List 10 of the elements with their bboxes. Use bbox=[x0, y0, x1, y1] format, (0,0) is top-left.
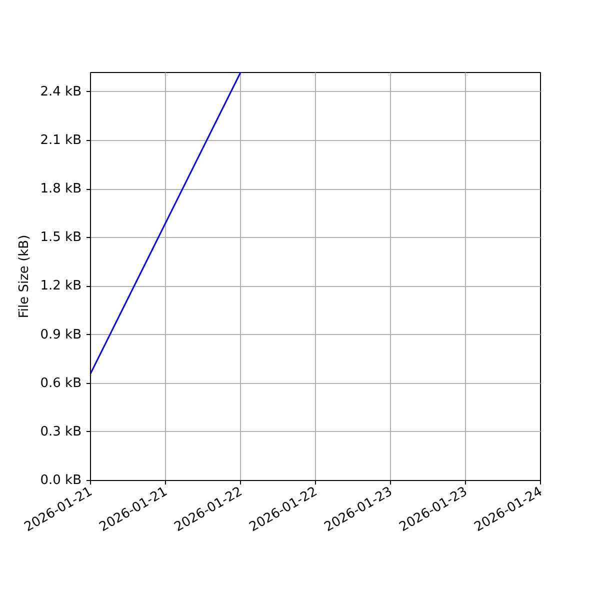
y-tick-label: 2.1 kB bbox=[40, 133, 82, 148]
y-tick-label: 0.0 kB bbox=[40, 473, 82, 488]
y-tick-label: 1.5 kB bbox=[40, 230, 82, 246]
y-tick-label: 1.2 kB bbox=[40, 278, 82, 294]
y-tick-label: 2.4 kB bbox=[40, 84, 82, 100]
y-tick-label: 0.9 kB bbox=[40, 327, 82, 342]
y-tick-label: 0.3 kB bbox=[40, 424, 82, 440]
y-tick-label: 1.8 kB bbox=[40, 182, 82, 197]
y-axis-title: File Size (kB) bbox=[17, 234, 32, 318]
y-tick-label: 0.6 kB bbox=[40, 376, 82, 391]
